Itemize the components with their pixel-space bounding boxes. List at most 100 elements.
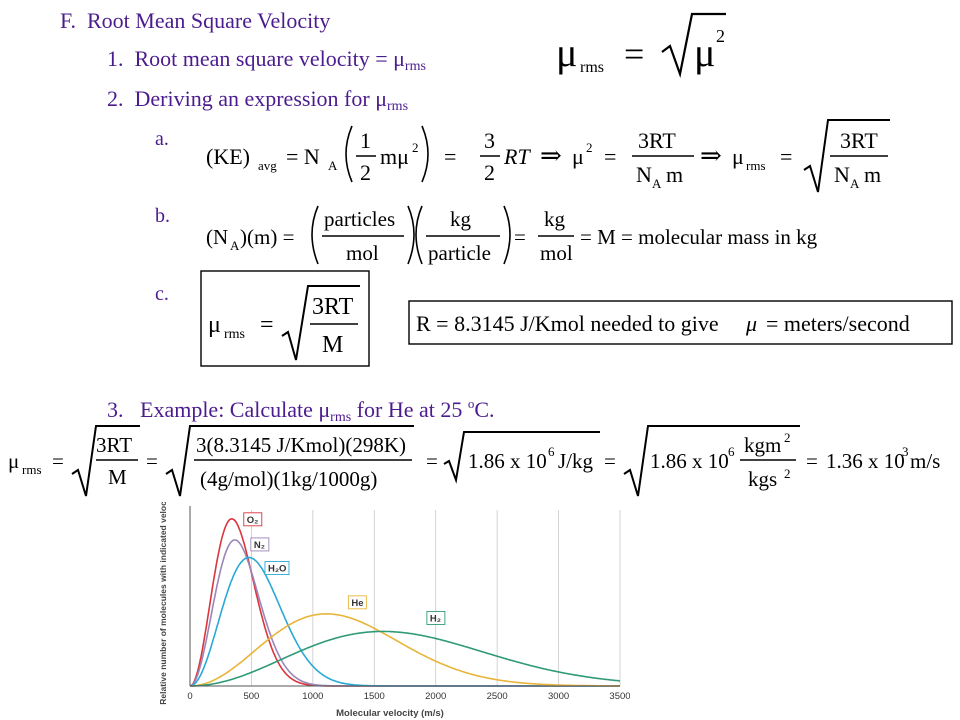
denominator-m-c: M <box>322 332 343 358</box>
square-root-icon <box>71 425 140 497</box>
equals-4: = <box>780 144 792 169</box>
item-1-subscript: rms <box>404 59 426 74</box>
item-3-text: Example: Calculate μ <box>140 397 331 422</box>
x-tick-label: 3000 <box>548 691 569 702</box>
x-axis-label: Molecular velocity (m/s) <box>336 708 444 719</box>
particles-numerator: particles <box>324 207 395 231</box>
series-label-box <box>250 537 270 552</box>
x-tick-label: 2500 <box>487 691 508 702</box>
fraction-two: 2 <box>360 160 371 185</box>
numerator-calc: 3(8.3145 J/Kmol)(298K) <box>196 433 406 457</box>
x-tick-label: 2000 <box>425 691 446 702</box>
item-3: 3. Example: Calculate μrms for He at 25 … <box>107 396 495 426</box>
x-tick-label: 500 <box>243 691 259 702</box>
item-2-number: 2. <box>107 86 124 111</box>
mu-squared: μ <box>572 144 584 169</box>
denominator-calc: (4g/mol)(1kg/1000g) <box>200 467 377 491</box>
item-2-text: Deriving an expression for μ <box>134 86 388 111</box>
na-m-lhs: (N <box>206 225 228 249</box>
square-root-icon <box>803 119 890 193</box>
square-root-icon <box>443 431 600 484</box>
x-tick-label: 0 <box>187 691 192 702</box>
numerator-3rt-ex: 3RT <box>96 433 132 457</box>
particle-denominator: particle <box>428 241 491 265</box>
kg-numerator: kg <box>450 207 472 231</box>
equals-ex-2: = <box>146 449 158 473</box>
denominator-m: m <box>666 162 683 187</box>
rms-subscript-c: rms <box>224 327 245 342</box>
square-root-icon <box>661 12 726 78</box>
unit-kgm: kgm <box>744 433 781 457</box>
denominator-m-ex: M <box>108 465 127 489</box>
series-label: N₂ <box>250 537 270 552</box>
mu-symbol: μ <box>556 30 577 75</box>
section-letter: F. <box>60 8 76 33</box>
numerator-3rt-2: 3RT <box>840 128 878 153</box>
series-label: H₂O <box>264 561 290 575</box>
exponent-6: 6 <box>548 444 555 459</box>
value-1-86: 1.86 x 10 <box>468 449 547 473</box>
numerator-3rt-c: 3RT <box>312 294 354 320</box>
implies-arrow-2: ⇒ <box>700 141 722 170</box>
series-label-box <box>347 595 367 610</box>
equals-ex-3: = <box>426 449 438 473</box>
item-2-subscript: rms <box>387 99 409 114</box>
exponent-6-b: 6 <box>728 444 735 459</box>
example-calculation: μ rms = 3RT M = 3(8.3145 J/Kmol)(298K) (… <box>8 425 940 497</box>
mu-symbol-2: μ <box>694 30 715 75</box>
mu-example: μ <box>8 449 19 473</box>
series-curve <box>190 612 620 687</box>
na-subscript: A <box>328 158 338 173</box>
mol-denominator: mol <box>346 241 379 265</box>
rt-term: RT <box>503 144 531 169</box>
avg-subscript: avg <box>258 158 277 173</box>
letter-b: b. <box>155 205 170 227</box>
square-root-icon <box>281 285 360 361</box>
section-f-heading: F. Root Mean Square Velocity <box>60 8 330 34</box>
na-subscript-b: A <box>230 238 240 253</box>
series-curve <box>189 556 620 687</box>
x-tick-label: 1000 <box>302 691 323 702</box>
series-label-text: H₂O <box>268 564 286 575</box>
ke-label: (KE) <box>206 144 250 169</box>
x-tick-label: 3500 <box>609 691 630 702</box>
equation-a: (KE) avg = N A 1 2 mμ 2 = 3 2 RT ⇒ μ 2 =… <box>206 119 890 193</box>
equation-c-box: μ rms = 3RT M <box>200 270 370 367</box>
chart-grid <box>251 510 621 686</box>
fraction-one: 1 <box>360 128 371 153</box>
result-unit: m/s <box>910 449 940 473</box>
gas-constant-text: R = 8.3145 J/Kmol needed to give <box>416 311 719 336</box>
equals-c: = <box>260 312 274 338</box>
denominator-a-sub-2: A <box>850 176 860 191</box>
gas-constant-text-2: = meters/second <box>766 311 910 336</box>
equals-3: = <box>604 144 616 169</box>
item-3-text-3: C. <box>474 397 495 422</box>
equals-b: = <box>514 225 526 249</box>
denominator-a-sub: A <box>652 176 662 191</box>
series-label: O₂ <box>243 512 263 527</box>
equals-ex-4: = <box>604 449 616 473</box>
equation-b: (N A )(m) = particles mol kg particle = … <box>206 205 818 265</box>
item-3-text-2: for He at 25 <box>351 397 468 422</box>
section-title: Root Mean Square Velocity <box>86 8 331 33</box>
equals-na: = N <box>286 144 320 169</box>
squared-superscript: 2 <box>716 26 725 46</box>
equals-sign: = <box>624 34 644 74</box>
squared-2: 2 <box>586 140 593 155</box>
molecular-mass-text: = M = molecular mass in kg <box>580 225 818 249</box>
series-curve <box>189 539 620 687</box>
item-3-superscript: o <box>467 396 475 411</box>
series-label-box <box>426 610 446 625</box>
result-value: 1.36 x 10 <box>826 449 905 473</box>
item-2: 2. Deriving an expression for μrms <box>107 86 408 115</box>
rms-subscript-ex: rms <box>22 462 42 477</box>
series-curve <box>190 630 621 687</box>
series-label-text: H₂ <box>430 613 441 624</box>
right-paren <box>421 125 429 183</box>
equals-ex-1: = <box>52 449 64 473</box>
denominator-n: N <box>636 162 652 187</box>
series-label-box <box>243 512 263 527</box>
equals-ex-5: = <box>806 449 818 473</box>
unit-kgs-sq: 2 <box>784 466 791 481</box>
item-1-number: 1. <box>107 46 124 71</box>
